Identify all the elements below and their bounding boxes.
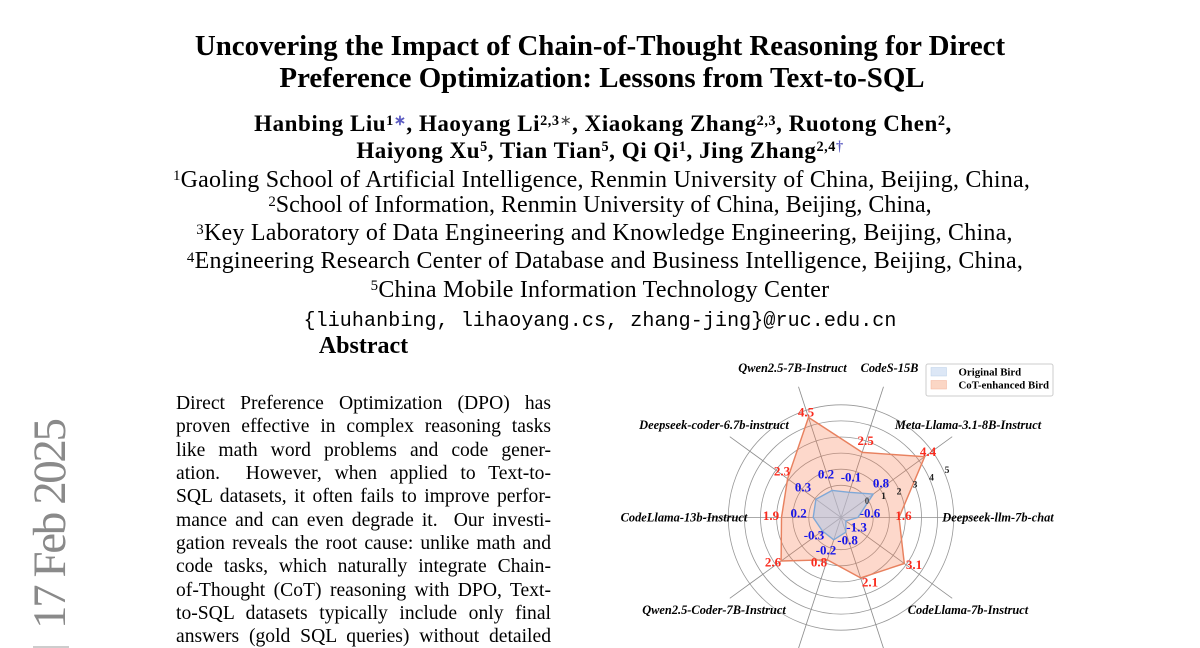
svg-text:4.4: 4.4 [920, 444, 937, 459]
svg-text:0.8: 0.8 [873, 476, 890, 491]
svg-text:1.6: 1.6 [895, 508, 912, 523]
svg-text:2: 2 [897, 487, 902, 498]
svg-text:-0.1: -0.1 [841, 470, 862, 485]
svg-text:1.9: 1.9 [763, 508, 780, 523]
svg-text:-1.3: -1.3 [846, 520, 867, 535]
svg-text:CodeLlama-13b-Instruct: CodeLlama-13b-Instruct [621, 511, 748, 525]
svg-text:4: 4 [929, 473, 934, 484]
svg-text:Qwen2.5-7B-Instruct: Qwen2.5-7B-Instruct [738, 361, 847, 375]
svg-text:4.5: 4.5 [798, 405, 815, 420]
svg-text:-0.8: -0.8 [837, 533, 858, 548]
svg-text:-0.6: -0.6 [860, 506, 881, 521]
svg-text:0.8: 0.8 [811, 555, 828, 570]
svg-text:1: 1 [881, 491, 886, 502]
svg-text:Deepseek-llm-7b-chat: Deepseek-llm-7b-chat [941, 511, 1054, 525]
svg-text:0: 0 [865, 496, 870, 506]
svg-text:0.3: 0.3 [795, 480, 812, 495]
svg-text:-0.2: -0.2 [816, 543, 837, 558]
svg-text:0.2: 0.2 [790, 506, 806, 521]
svg-text:CoT-enhanced Bird: CoT-enhanced Bird [959, 379, 1050, 391]
svg-text:2.5: 2.5 [857, 433, 874, 448]
svg-text:Qwen2.5-Coder-7B-Instruct: Qwen2.5-Coder-7B-Instruct [642, 603, 786, 617]
svg-text:0.2: 0.2 [818, 467, 834, 482]
svg-text:Deepseek-coder-6.7b-instruct: Deepseek-coder-6.7b-instruct [638, 418, 789, 432]
svg-text:2.6: 2.6 [765, 555, 782, 570]
svg-text:2.1: 2.1 [862, 575, 878, 590]
svg-text:CodeS-15B: CodeS-15B [861, 361, 919, 375]
svg-text:Meta-Llama-3.1-8B-Instruct: Meta-Llama-3.1-8B-Instruct [894, 418, 1042, 432]
svg-text:CodeLlama-7b-Instruct: CodeLlama-7b-Instruct [908, 603, 1029, 617]
svg-text:2.3: 2.3 [774, 464, 791, 479]
svg-text:5: 5 [945, 465, 950, 476]
svg-text:Original Bird: Original Bird [959, 366, 1022, 378]
svg-text:3.1: 3.1 [906, 557, 922, 572]
svg-text:3: 3 [913, 480, 918, 491]
svg-text:-0.3: -0.3 [804, 528, 825, 543]
